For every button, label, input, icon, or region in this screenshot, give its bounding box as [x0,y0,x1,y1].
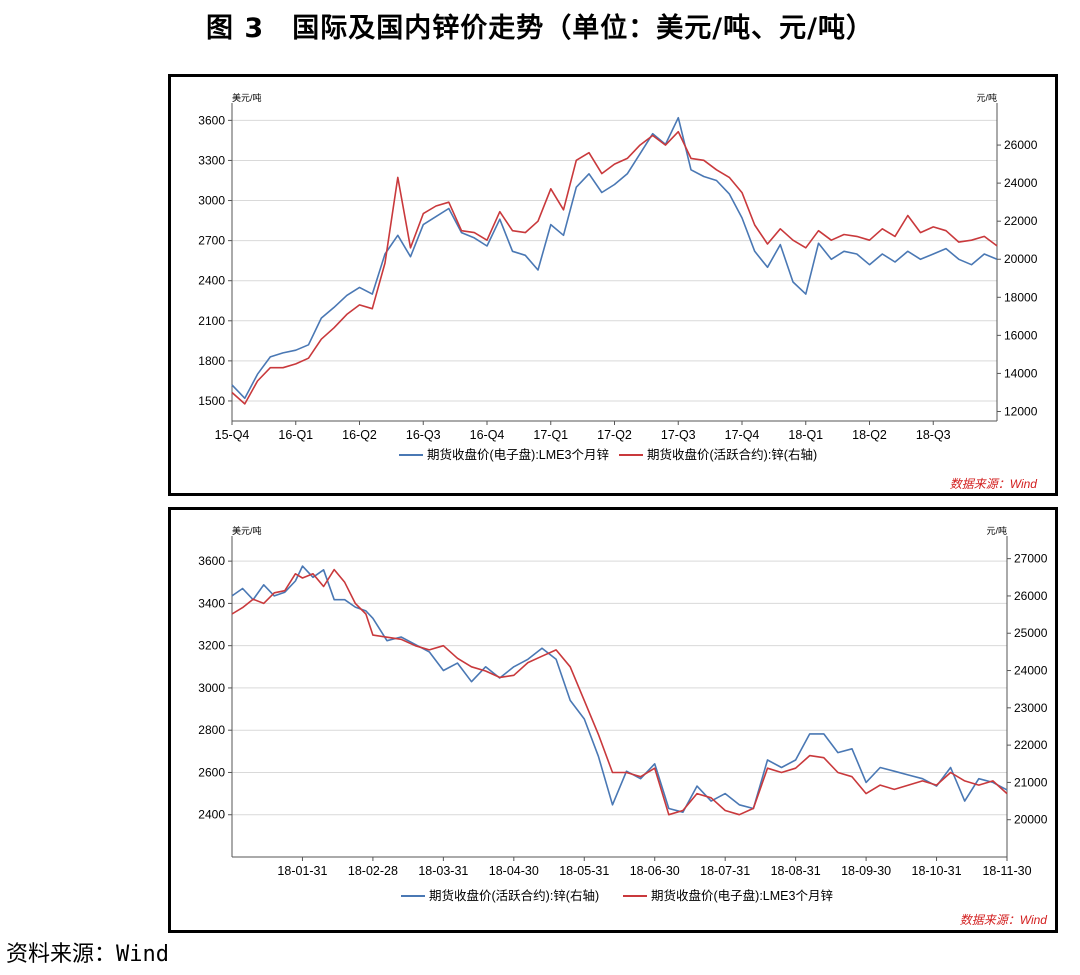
y-tick-label-right: 26000 [1014,589,1048,603]
y-tick-label-right: 25000 [1014,626,1048,640]
y-tick-label-left: 2400 [198,274,225,288]
x-tick-label: 16-Q1 [278,428,313,442]
x-tick-label: 17-Q2 [597,428,632,442]
x-tick-label: 18-08-31 [771,864,821,878]
y-tick-label-right: 22000 [1014,738,1048,752]
x-tick-label: 18-Q2 [852,428,887,442]
x-tick-label: 16-Q2 [342,428,377,442]
x-tick-label: 18-11-30 [982,864,1031,878]
y-tick-label-right: 27000 [1014,552,1048,566]
y-tick-label-left: 2800 [198,723,225,737]
x-tick-label: 18-06-30 [630,864,680,878]
x-tick-label: 18-07-31 [700,864,750,878]
y-tick-label-right: 20000 [1014,813,1048,827]
y-tick-label-right: 22000 [1004,214,1038,228]
x-tick-label: 18-05-31 [559,864,609,878]
y-tick-label-left: 2100 [198,314,225,328]
y-tick-label-left: 3000 [198,681,225,695]
figure-title: 图 3 国际及国内锌价走势（单位：美元/吨、元/吨） [206,13,874,44]
x-tick-label: 16-Q4 [470,428,505,442]
x-tick-label: 15-Q4 [215,428,250,442]
y-tick-label-right: 23000 [1014,701,1048,715]
y-tick-label-left: 1500 [198,394,225,408]
y-tick-label-right: 18000 [1004,290,1038,304]
x-tick-label: 16-Q3 [406,428,441,442]
y-tick-label-left: 3200 [198,639,225,653]
chart-2-svg: 2400 2600 2800 3000 3200 3400 3600 20000 21000 22… [198,525,1048,927]
y-tick-label-left: 3600 [198,113,225,127]
x-tick-label: 18-Q3 [916,428,951,442]
y-tick-label-left: 2700 [198,234,225,248]
y-tick-label-left: 3600 [198,554,225,568]
series-line-1 [231,565,1008,814]
y-tick-label-right: 26000 [1004,138,1038,152]
y-unit-left: 美元/吨 [232,92,262,103]
y-tick-label-right: 20000 [1004,252,1038,266]
chart-panel-2: 2400 2600 2800 3000 3200 3400 3600 20000 21000 22… [168,507,1058,933]
y-tick-label-right: 24000 [1004,176,1038,190]
y-unit-right: 元/吨 [986,525,1007,536]
x-tick-label: 17-Q1 [533,428,568,442]
series-line-1 [231,116,998,400]
x-tick-label: 17-Q3 [661,428,696,442]
footer-source: 资料来源：Wind [6,942,169,967]
chart-panel-1: 1500 1800 2100 2400 2700 3000 3300 3600 12000 140… [168,74,1058,496]
y-tick-label-left: 3000 [198,194,225,208]
y-tick-label-right: 21000 [1014,775,1048,789]
legend-label-1: 期货收盘价(电子盘):LME3个月锌 [427,447,609,462]
y-tick-label-left: 2400 [198,808,225,822]
y-tick-label-right: 14000 [1004,366,1038,380]
y-tick-label-right: 16000 [1004,328,1038,342]
x-tick-label: 18-04-30 [489,864,539,878]
y-tick-label-right: 12000 [1004,404,1038,418]
y-tick-label-left: 2600 [198,765,225,779]
y-unit-left: 美元/吨 [232,525,262,536]
x-tick-label: 18-01-31 [277,864,327,878]
legend-label-2: 期货收盘价(活跃合约):锌(右轴) [647,447,817,462]
chart-1-svg: 1500 1800 2100 2400 2700 3000 3300 3600 12000 140… [198,92,1038,491]
legend-label-2: 期货收盘价(电子盘):LME3个月锌 [651,888,833,903]
x-tick-label: 18-10-31 [912,864,962,878]
legend-label-1: 期货收盘价(活跃合约):锌(右轴) [429,888,599,903]
y-tick-label-left: 3400 [198,596,225,610]
x-tick-label: 18-03-31 [418,864,468,878]
y-tick-label-left: 1800 [198,354,225,368]
x-tick-label: 18-02-28 [348,864,398,878]
x-tick-label: 17-Q4 [725,428,760,442]
x-tick-label: 18-09-30 [841,864,891,878]
chart-source: 数据来源：Wind [950,477,1038,491]
series-line-2 [231,130,998,405]
x-tick-label: 18-Q1 [788,428,823,442]
series-line-2 [231,568,1008,816]
y-tick-label-right: 24000 [1014,664,1048,678]
y-unit-right: 元/吨 [976,92,997,103]
y-tick-label-left: 3300 [198,153,225,167]
chart-source: 数据来源：Wind [960,913,1048,927]
